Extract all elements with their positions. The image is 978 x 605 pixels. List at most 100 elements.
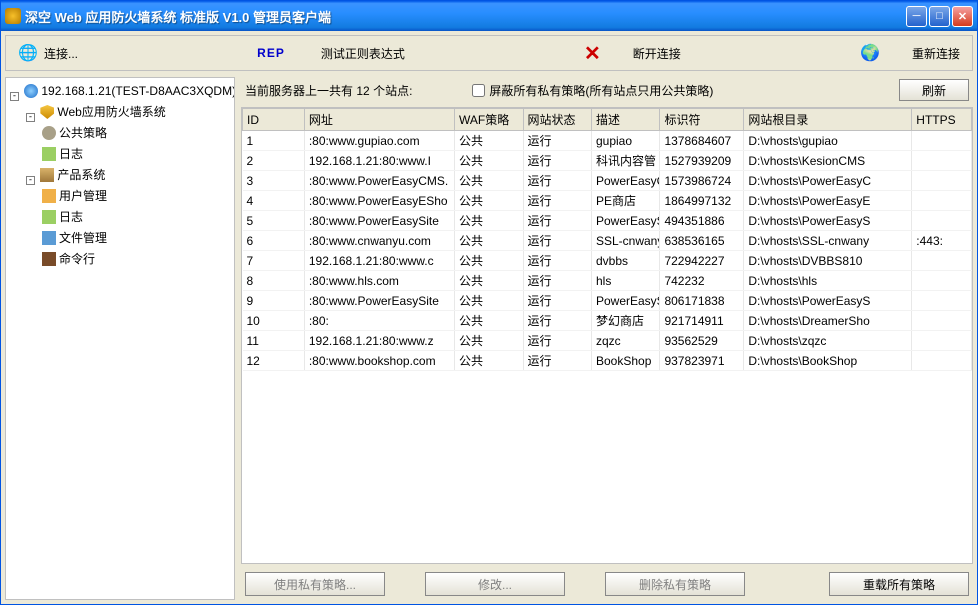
table-row[interactable]: 12:80:www.bookshop.com公共运行BookShop937823… xyxy=(243,351,972,371)
column-header[interactable]: WAF策略 xyxy=(455,109,523,131)
table-row[interactable]: 10:80:公共运行梦幻商店921714911D:\vhosts\Dreamer… xyxy=(243,311,972,331)
disconnect-button[interactable]: ✕ 断开连接 xyxy=(584,41,681,66)
table-cell xyxy=(912,171,972,191)
table-cell: 11 xyxy=(243,331,305,351)
table-cell: PowerEasyS xyxy=(591,211,659,231)
tree-toggle[interactable]: - xyxy=(10,92,19,101)
column-header[interactable]: HTTPS xyxy=(912,109,972,131)
tree-user-mgmt-label: 用户管理 xyxy=(59,187,107,205)
table-cell: 公共 xyxy=(455,131,523,151)
mask-private-input[interactable] xyxy=(472,84,485,97)
refresh-button[interactable]: 刷新 xyxy=(899,79,969,101)
table-cell: 1573986724 xyxy=(660,171,744,191)
reconnect-button[interactable]: 🌍 重新连接 xyxy=(860,43,960,63)
table-row[interactable]: 6:80:www.cnwanyu.com公共运行SSL-cnwany638536… xyxy=(243,231,972,251)
tree-panel: - 192.168.1.21(TEST-D8AAC3XQDM) - Web应用防… xyxy=(5,77,235,600)
column-header[interactable]: 网站状态 xyxy=(523,109,591,131)
tree-toggle[interactable]: - xyxy=(26,176,35,185)
tree-cmdline-node[interactable]: 命令行 xyxy=(42,250,95,268)
table-cell: 742232 xyxy=(660,271,744,291)
mask-private-label: 屏蔽所有私有策略(所有站点只用公共策略) xyxy=(489,82,713,99)
table-cell: 192.168.1.21:80:www.c xyxy=(304,251,454,271)
site-count-text: 当前服务器上一共有 12 个站点: xyxy=(245,82,412,99)
table-cell xyxy=(912,251,972,271)
reconnect-icon: 🌍 xyxy=(860,43,880,63)
table-row[interactable]: 9:80:www.PowerEasySite公共运行PowerEasyS8061… xyxy=(243,291,972,311)
table-cell: 公共 xyxy=(455,291,523,311)
table-cell: PowerEasyS xyxy=(591,291,659,311)
table-cell: 运行 xyxy=(523,351,591,371)
table-cell: D:\vhosts\DreamerSho xyxy=(744,311,912,331)
table-cell: :80:www.PowerEasySite xyxy=(304,291,454,311)
table-cell: 公共 xyxy=(455,311,523,331)
table-row[interactable]: 1:80:www.gupiao.com公共运行gupiao1378684607D… xyxy=(243,131,972,151)
connect-button[interactable]: 🌐 连接... xyxy=(18,43,78,63)
rep-button[interactable]: REP xyxy=(257,46,285,60)
maximize-button[interactable]: □ xyxy=(929,6,950,27)
table-row[interactable]: 7192.168.1.21:80:www.c公共运行dvbbs722942227… xyxy=(243,251,972,271)
regex-test-label: 测试正则表达式 xyxy=(321,45,405,62)
table-cell: 1378684607 xyxy=(660,131,744,151)
table-cell xyxy=(912,311,972,331)
table-cell: :80:www.PowerEasyCMS. xyxy=(304,171,454,191)
table-row[interactable]: 2192.168.1.21:80:www.I公共运行科讯内容管152793920… xyxy=(243,151,972,171)
table-cell: 3 xyxy=(243,171,305,191)
table-cell: 1 xyxy=(243,131,305,151)
table-cell xyxy=(912,131,972,151)
table-cell: :443: xyxy=(912,231,972,251)
column-header[interactable]: 网址 xyxy=(304,109,454,131)
table-row[interactable]: 8:80:www.hls.com公共运行hls742232D:\vhosts\h… xyxy=(243,271,972,291)
table-row[interactable]: 5:80:www.PowerEasySite公共运行PowerEasyS4943… xyxy=(243,211,972,231)
table-cell: 运行 xyxy=(523,271,591,291)
regex-test-button[interactable]: 测试正则表达式 xyxy=(321,45,405,62)
column-header[interactable]: ID xyxy=(243,109,305,131)
shield-icon xyxy=(40,105,54,119)
minimize-button[interactable]: ─ xyxy=(906,6,927,27)
table-cell: 722942227 xyxy=(660,251,744,271)
tree-log-node[interactable]: 日志 xyxy=(42,145,83,163)
tree-public-policy-node[interactable]: 公共策略 xyxy=(42,124,107,142)
table-cell: 192.168.1.21:80:www.z xyxy=(304,331,454,351)
tree-file-mgmt-node[interactable]: 文件管理 xyxy=(42,229,107,247)
table-cell: 1864997132 xyxy=(660,191,744,211)
mask-private-checkbox[interactable]: 屏蔽所有私有策略(所有站点只用公共策略) xyxy=(472,82,713,99)
tree-waf-node[interactable]: Web应用防火墙系统 xyxy=(40,103,165,121)
table-cell xyxy=(912,151,972,171)
close-button[interactable]: ✕ xyxy=(952,6,973,27)
table-row[interactable]: 11192.168.1.21:80:www.z公共运行zqzc93562529D… xyxy=(243,331,972,351)
table-cell: 494351886 xyxy=(660,211,744,231)
table-cell: 科讯内容管 xyxy=(591,151,659,171)
connect-icon: 🌐 xyxy=(18,43,38,63)
table-cell: BookShop xyxy=(591,351,659,371)
modify-button[interactable]: 修改... xyxy=(425,572,565,596)
column-header[interactable]: 网站根目录 xyxy=(744,109,912,131)
table-cell: 638536165 xyxy=(660,231,744,251)
tree-log2-node[interactable]: 日志 xyxy=(42,208,83,226)
column-header[interactable]: 描述 xyxy=(591,109,659,131)
table-cell: 806171838 xyxy=(660,291,744,311)
table-cell: 公共 xyxy=(455,251,523,271)
table-cell: 运行 xyxy=(523,171,591,191)
table-cell: D:\vhosts\PowerEasyS xyxy=(744,291,912,311)
use-private-button[interactable]: 使用私有策略... xyxy=(245,572,385,596)
tree-server-node[interactable]: 192.168.1.21(TEST-D8AAC3XQDM) xyxy=(24,82,235,100)
table-row[interactable]: 3:80:www.PowerEasyCMS.公共运行PowerEasyC1573… xyxy=(243,171,972,191)
tree-product-node[interactable]: 产品系统 xyxy=(40,166,105,184)
table-cell: 运行 xyxy=(523,311,591,331)
column-header[interactable]: 标识符 xyxy=(660,109,744,131)
reload-all-button[interactable]: 重载所有策略 xyxy=(829,572,969,596)
table-cell: 运行 xyxy=(523,191,591,211)
table-cell xyxy=(912,271,972,291)
table-cell: 运行 xyxy=(523,331,591,351)
tree-toggle[interactable]: - xyxy=(26,113,35,122)
table-cell: 192.168.1.21:80:www.I xyxy=(304,151,454,171)
table-cell: 运行 xyxy=(523,251,591,271)
file-icon xyxy=(42,231,56,245)
table-cell: D:\vhosts\SSL-cnwany xyxy=(744,231,912,251)
table-cell: 7 xyxy=(243,251,305,271)
table-cell: 运行 xyxy=(523,211,591,231)
table-row[interactable]: 4:80:www.PowerEasyESho公共运行PE商店1864997132… xyxy=(243,191,972,211)
delete-private-button[interactable]: 删除私有策略 xyxy=(605,572,745,596)
table-cell: 公共 xyxy=(455,271,523,291)
tree-user-mgmt-node[interactable]: 用户管理 xyxy=(42,187,107,205)
